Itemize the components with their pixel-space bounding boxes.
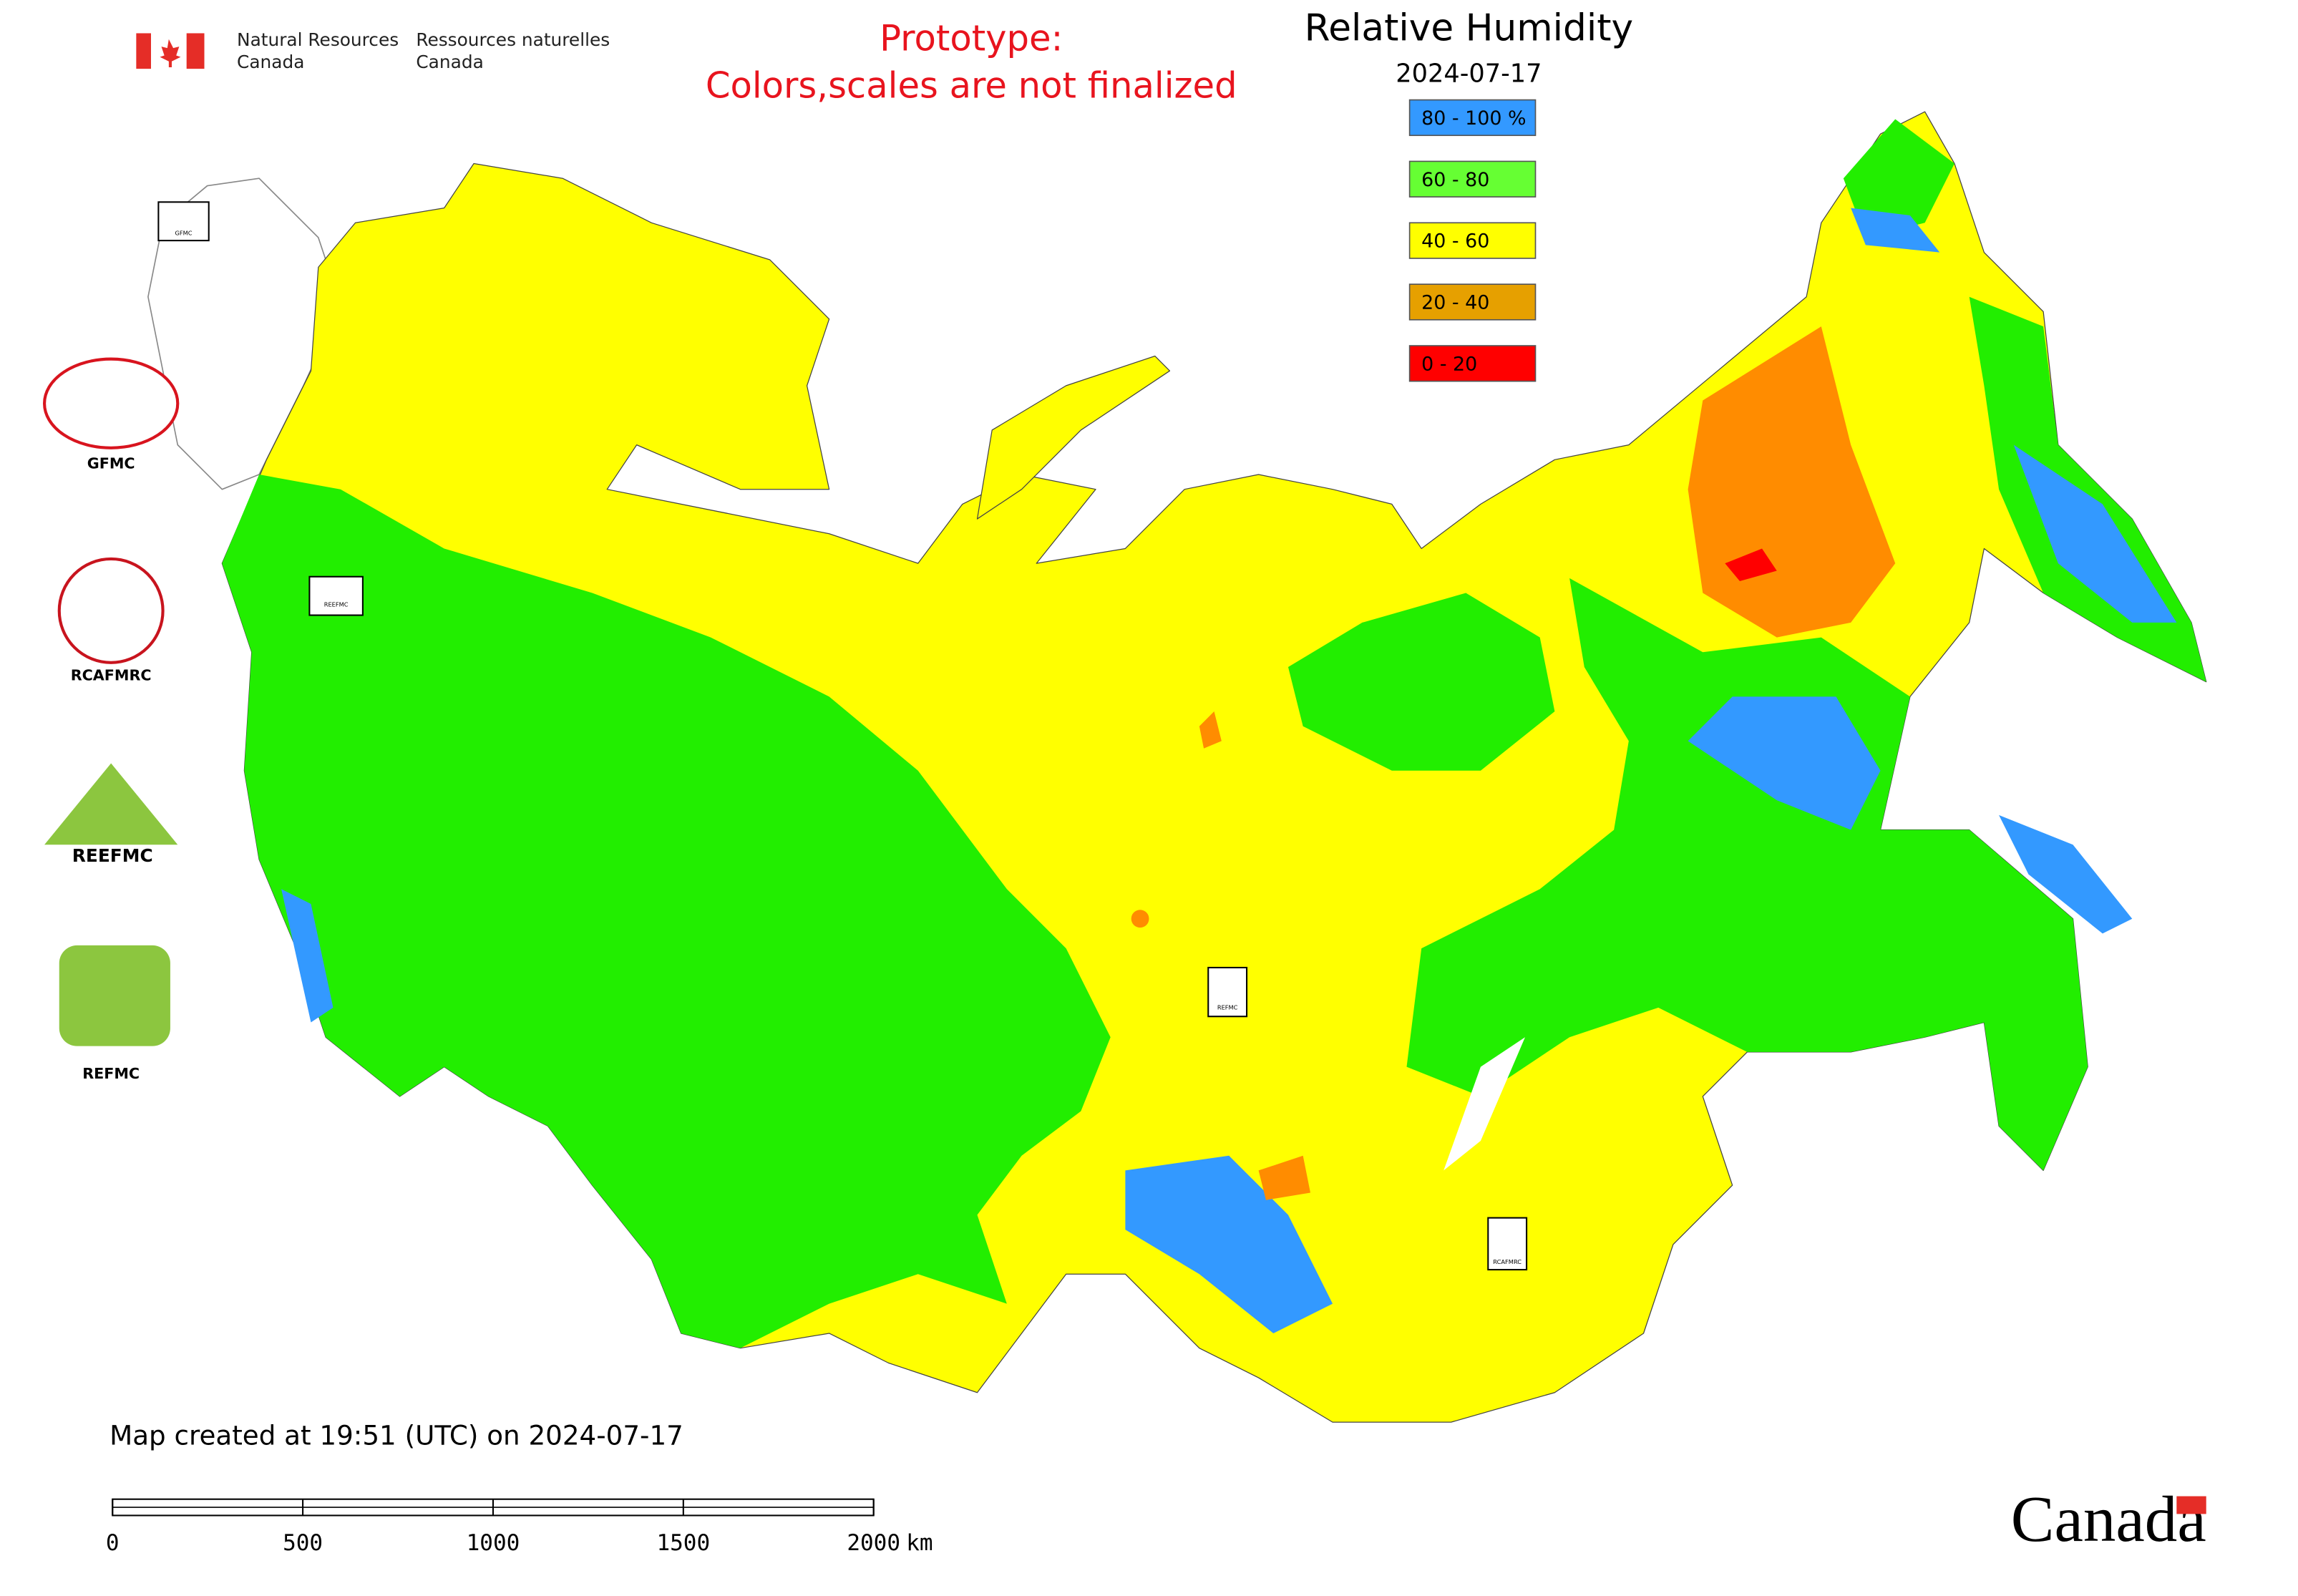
patch-blue — [2013, 444, 2177, 623]
patch-red — [1725, 548, 1777, 581]
patch-blue — [1688, 696, 1881, 830]
wordmark-flag — [2176, 1496, 2206, 1514]
notice: Prototype: — [880, 17, 1063, 59]
scale-label: 0 — [106, 1530, 120, 1556]
legend-swatch — [1408, 222, 1537, 259]
logo-label: GFMC — [87, 455, 135, 472]
scale-unit: km — [906, 1530, 933, 1556]
legend-label: 0 - 20 — [1421, 353, 1477, 375]
flag-bar — [186, 33, 205, 69]
scale-label: 2000 — [847, 1530, 900, 1556]
marker-box — [1207, 966, 1248, 1018]
legend-swatch — [1408, 283, 1537, 321]
land-green-west — [222, 475, 1111, 1348]
marker-label: GFMC — [175, 229, 193, 236]
logo-label: RCAFMRC — [71, 666, 152, 683]
land-green-central — [1287, 593, 1555, 771]
legend-label: 60 - 80 — [1421, 169, 1489, 191]
agency-en: Canada — [237, 52, 304, 72]
map-title: Relative Humidity — [1305, 6, 1634, 49]
logo-refmc — [59, 945, 170, 1046]
flag-bar — [136, 33, 152, 69]
scale-label: 1000 — [467, 1530, 520, 1556]
marker-box — [308, 575, 364, 616]
patch-blue — [1999, 814, 2133, 934]
patch-blue — [1125, 1155, 1333, 1333]
canada-wordmark: Canada — [2011, 1483, 2206, 1555]
scale-bar: 0 500 1000 1500 2000 km — [106, 1498, 933, 1556]
novaya-zemlya — [976, 355, 1171, 520]
agency-fr: Ressources naturelles — [416, 29, 610, 50]
legend-swatch — [1408, 160, 1537, 198]
map-area — [147, 111, 2207, 1423]
marker-box — [1487, 1217, 1528, 1271]
legend-label: 40 - 60 — [1421, 230, 1489, 253]
logo-label: REEFMC — [72, 845, 153, 866]
lake-baikal — [1443, 1037, 1526, 1171]
legend-swatch — [1408, 345, 1537, 382]
footer-note: Map created at 19:51 (UTC) on 2024-07-17 — [109, 1419, 683, 1451]
legend-label: 80 - 100 % — [1421, 107, 1526, 130]
legend-label: 20 - 40 — [1421, 292, 1489, 314]
maple-leaf — [160, 39, 181, 68]
legend: 80 - 100 % 60 - 80 40 - 60 20 - 40 0 - 20 — [1408, 99, 1537, 382]
logo-rcafmrc — [57, 557, 165, 664]
logo-gfmc — [42, 357, 180, 449]
scale-label: 500 — [283, 1530, 323, 1556]
patch-orange — [1131, 910, 1149, 928]
marker-label: REEFMC — [324, 601, 349, 608]
logo-label: REFMC — [82, 1065, 140, 1082]
patch-orange — [1199, 711, 1222, 749]
notice: Colors,scales are not finalized — [706, 65, 1237, 107]
marker-label: REFMC — [1217, 1003, 1238, 1011]
agency-fr: Canada — [416, 52, 483, 72]
map-date: 2024-07-17 — [1396, 59, 1542, 88]
patch-orange — [1258, 1155, 1311, 1200]
gov-signature: Natural Resources Canada Ressources natu… — [136, 29, 610, 72]
legend-swatch — [1408, 99, 1537, 137]
marker-label: RCAFMRC — [1493, 1258, 1522, 1265]
land-green-east — [1406, 578, 2088, 1171]
patch-blue — [1851, 208, 1940, 253]
logo-column: GFMC RCAFMRC REEFMC REFMC — [42, 357, 180, 1082]
agency-en: Natural Resources — [237, 29, 399, 50]
logo-reefmc — [44, 763, 178, 845]
map-markers: GFMC REEFMC REFMC RCAFMRC — [157, 201, 1528, 1271]
patch-blue — [281, 889, 333, 1023]
chukotka — [1843, 119, 1955, 238]
marker-box — [157, 201, 210, 242]
scale-label: 1500 — [656, 1530, 710, 1556]
